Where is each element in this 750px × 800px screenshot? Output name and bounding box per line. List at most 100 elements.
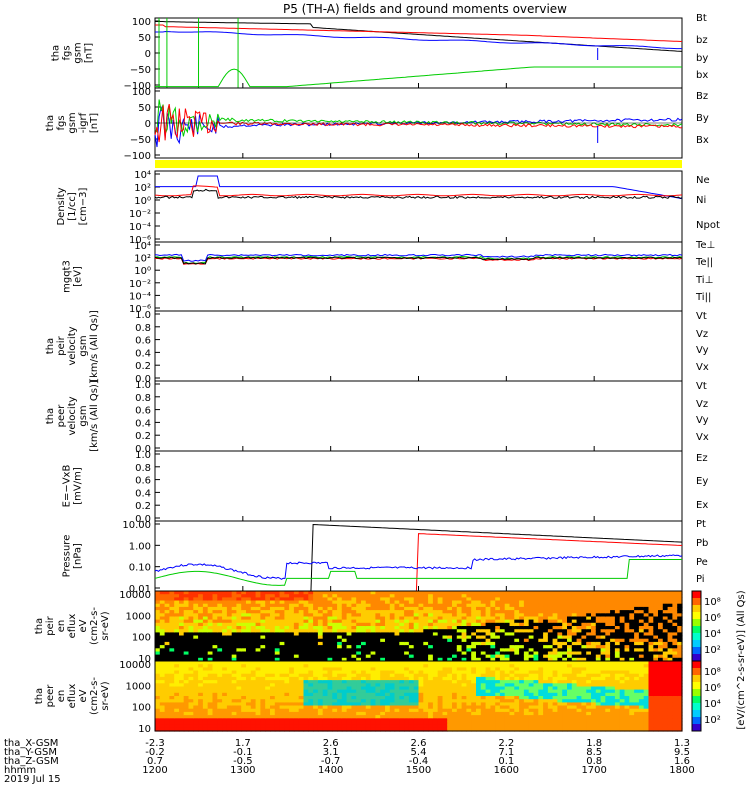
heatmap-cell [648, 676, 654, 681]
heatmap-cell [351, 622, 357, 627]
heatmap-cell [284, 645, 290, 649]
heatmap-cell [399, 606, 405, 611]
heatmap-cell [174, 638, 180, 643]
heatmap-cell [308, 686, 314, 691]
heatmap-cell [155, 683, 161, 688]
heatmap-cell [250, 673, 257, 678]
heatmap-cell [337, 683, 343, 688]
heatmap-cell [624, 654, 630, 659]
heatmap-cell [217, 727, 223, 732]
heatmap-cell [341, 699, 348, 703]
heatmap-cell [375, 594, 381, 598]
heatmap-cell [255, 699, 261, 703]
heatmap-cell [222, 619, 228, 624]
heatmap-cell [413, 711, 420, 716]
heatmap-cell [595, 718, 602, 723]
heatmap-cell [471, 683, 477, 688]
heatmap-cell [313, 597, 319, 602]
heatmap-cell [380, 664, 386, 668]
heatmap-cell [567, 683, 573, 688]
heatmap-cell [638, 692, 645, 697]
heatmap-cell [169, 699, 175, 703]
heatmap-cell [169, 600, 175, 605]
heatmap-cell [595, 689, 602, 694]
heatmap-cell [351, 641, 357, 646]
heatmap-cell [662, 616, 669, 621]
heatmap-cell [164, 635, 170, 640]
heatmap-cell [519, 705, 525, 710]
heatmap-cell [571, 651, 578, 656]
heatmap-cell [658, 626, 664, 630]
heatmap-cell [533, 635, 539, 640]
heatmap-cell [677, 657, 683, 662]
heatmap-cell [519, 670, 525, 675]
heatmap-cell [183, 626, 190, 630]
heatmap-cell [418, 651, 424, 656]
heatmap-cell [571, 664, 578, 668]
heatmap-cell [202, 594, 209, 598]
heatmap-cell [437, 692, 444, 697]
heatmap-cell [533, 661, 539, 665]
heatmap-cell [562, 702, 568, 707]
heatmap-cell [567, 711, 573, 716]
heatmap-cell [327, 699, 333, 703]
heatmap-cell [653, 638, 659, 643]
heatmap-cell [284, 670, 290, 675]
heatmap-cell [236, 622, 242, 627]
heatmap-cell [638, 715, 645, 719]
heatmap-cell [279, 721, 285, 726]
heatmap-cell [634, 705, 640, 710]
heatmap-cell [255, 638, 261, 643]
heatmap-cell [164, 702, 170, 707]
heatmap-cell [351, 689, 357, 694]
heatmap-cell [365, 727, 372, 732]
heatmap-cell [375, 689, 381, 694]
heatmap-cell [346, 673, 352, 678]
heatmap-cell [255, 686, 261, 691]
heatmap-cell [351, 667, 357, 672]
heatmap-cell [365, 626, 372, 630]
heatmap-cell [289, 591, 295, 595]
panel-ylabel-line: gsm [67, 112, 78, 133]
heatmap-cell [447, 696, 453, 700]
heatmap-cell [456, 727, 463, 732]
heatmap-cell [255, 718, 261, 723]
heatmap-cell [399, 718, 405, 723]
heatmap-cell [576, 667, 582, 672]
heatmap-cell [332, 657, 338, 662]
heatmap-cell [461, 699, 467, 703]
heatmap-cell [231, 667, 238, 672]
ytick-label: 0.0 [135, 374, 151, 385]
heatmap-cell [394, 718, 400, 723]
heatmap-cell [289, 641, 295, 646]
heatmap-cell [202, 683, 209, 688]
heatmap-cell [571, 613, 578, 618]
heatmap-cell [337, 648, 343, 653]
heatmap-cell [169, 632, 175, 637]
heatmap-cell [351, 616, 357, 621]
heatmap-cell [490, 638, 496, 643]
heatmap-cell [547, 591, 554, 595]
heatmap-cell [442, 641, 448, 646]
heatmap-cell [394, 715, 400, 719]
heatmap-cell [523, 718, 530, 723]
heatmap-cell [408, 689, 415, 694]
heatmap-cell [629, 661, 635, 665]
heatmap-cell [581, 632, 587, 637]
heatmap-cell [279, 635, 285, 640]
heatmap-cell [576, 692, 582, 697]
heatmap-cell [490, 686, 496, 691]
heatmap-cell [270, 641, 276, 646]
heatmap-cell [222, 616, 228, 621]
heatmap-cell [327, 715, 333, 719]
heatmap-cell [179, 606, 185, 611]
heatmap-cell [193, 667, 199, 672]
heatmap-cell [351, 683, 357, 688]
heatmap-cell [298, 626, 305, 630]
heatmap-cell [576, 591, 582, 595]
heatmap-cell [567, 619, 573, 624]
heatmap-cell [370, 705, 376, 710]
heatmap-cell [509, 600, 515, 605]
heatmap-cell [662, 641, 669, 646]
heatmap-cell [202, 622, 209, 627]
